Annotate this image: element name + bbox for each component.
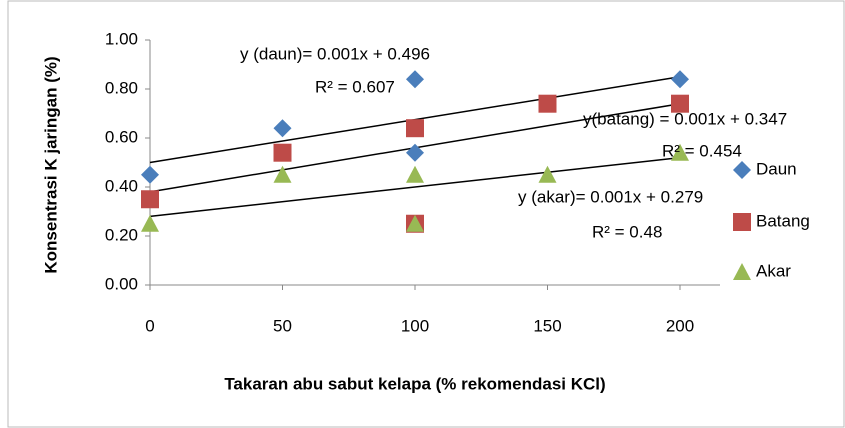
point [406,119,424,138]
legend-marker [733,263,751,280]
y-tick-label: 1.00 [105,29,138,48]
point [273,165,292,183]
x-tick-label: 100 [401,316,429,335]
y-axis-label: Konsentrasi K jaringan (%) [41,56,60,273]
point [671,70,689,89]
point [406,70,424,89]
x-tick-label: 50 [273,316,292,335]
trendline-equation: R² = 0.48 [592,222,662,241]
point [141,165,159,184]
point [273,143,292,162]
trendline [149,156,681,218]
trendline-equation: R² = 0.454 [662,141,742,160]
point [671,94,689,113]
point [538,165,557,183]
point [538,94,557,113]
legend-marker [733,213,751,231]
x-axis-label: Takaran abu sabut kelapa (% rekomendasi … [224,374,605,393]
point [273,119,292,138]
legend-label: Akar [756,261,791,280]
trendline-equation: R² = 0.607 [315,77,395,96]
trendline-equation: y (daun)= 0.001x + 0.496 [240,44,430,63]
legend-marker [733,161,751,179]
legend-label: Daun [756,159,797,178]
y-tick-label: 0.40 [105,176,138,195]
point [141,190,159,209]
chart-frame [7,0,845,428]
y-tick-label: 0.00 [105,274,138,293]
legend-label: Batang [756,211,810,230]
point [141,214,159,232]
trendline-equation: y (akar)= 0.001x + 0.279 [518,187,703,206]
point [406,165,424,183]
x-tick-label: 0 [145,316,154,335]
x-tick-label: 150 [533,316,561,335]
trendline-equation: y(batang) = 0.001x + 0.347 [583,109,787,128]
y-tick-label: 0.60 [105,127,138,146]
point [671,143,689,161]
x-tick-label: 200 [666,316,694,335]
y-tick-label: 0.80 [105,78,138,97]
y-tick-label: 0.20 [105,225,138,244]
point [406,214,424,232]
point [406,143,424,162]
